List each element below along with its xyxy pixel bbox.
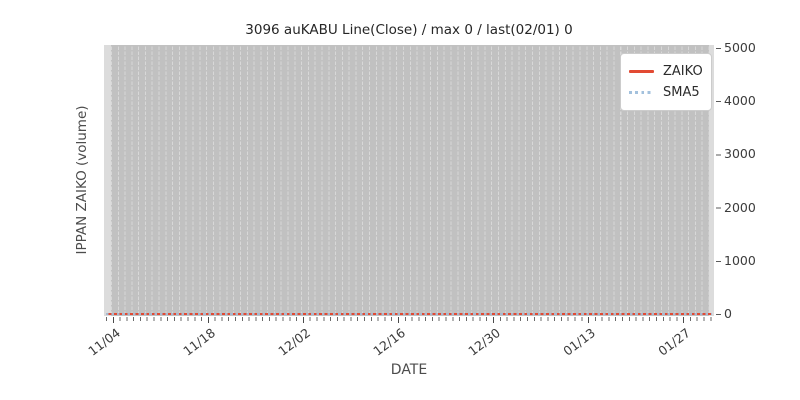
legend-label-sma5: SMA5 bbox=[663, 85, 700, 100]
y-tick-label: 2000 bbox=[724, 200, 756, 215]
plot-area: ZAIKO SMA5 bbox=[104, 45, 714, 316]
x-axis-major-tick bbox=[208, 317, 210, 323]
x-axis-major-tick bbox=[113, 317, 115, 323]
x-axis-major-tick bbox=[588, 317, 590, 323]
y-axis-label: IPPAN ZAIKO (volume) bbox=[74, 105, 90, 255]
sma5-line-swatch bbox=[629, 91, 654, 94]
x-axis-minor-tick-marks bbox=[106, 317, 714, 321]
y-tick-label: 0 bbox=[724, 306, 732, 321]
legend-label-zaiko: ZAIKO bbox=[663, 64, 703, 79]
chart-title: 3096 auKABU Line(Close) / max 0 / last(0… bbox=[245, 22, 573, 38]
sma5-series-line bbox=[106, 312, 712, 315]
legend-item-zaiko: ZAIKO bbox=[629, 61, 703, 82]
y-tick-label: 4000 bbox=[724, 93, 756, 108]
legend-item-sma5: SMA5 bbox=[629, 82, 702, 103]
x-axis-major-tick bbox=[683, 317, 685, 323]
y-tick-label: 5000 bbox=[724, 40, 756, 55]
y-tick-label: 1000 bbox=[724, 253, 756, 268]
plot-band-gridlines bbox=[111, 45, 709, 316]
zaiko-line-swatch bbox=[629, 70, 654, 73]
x-axis-major-tick bbox=[303, 317, 305, 323]
x-axis-label: DATE bbox=[390, 362, 428, 378]
x-axis-major-tick bbox=[398, 317, 400, 323]
legend: ZAIKO SMA5 bbox=[620, 53, 712, 111]
x-axis-major-tick bbox=[493, 317, 495, 323]
y-axis-tick-marks bbox=[716, 48, 721, 315]
y-tick-label: 3000 bbox=[724, 146, 756, 161]
